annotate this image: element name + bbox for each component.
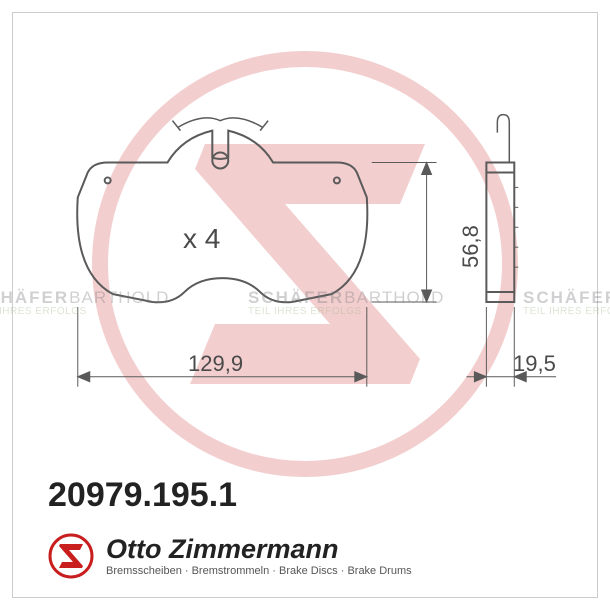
brand-tagline: Bremsscheiben · Bremstrommeln · Brake Di…	[106, 565, 412, 577]
brand-row: Otto Zimmermann Bremsscheiben · Bremstro…	[48, 533, 412, 579]
part-number: 20979.195.1	[48, 476, 237, 515]
dimension-thickness: 19,5	[513, 351, 556, 377]
image-frame: x 4 129,9 56,8 19,5 SCHÄFERBARTHOLD TEIL…	[12, 12, 598, 598]
distributor-watermark: SCHÄFERBARTHOLD TEIL IHRES ERFOLGS	[248, 288, 444, 317]
brand-logo-watermark	[90, 49, 520, 479]
distributor-watermark: SCHÄFERBARTHOLD TEIL IHRES ERFOLGS	[0, 288, 169, 317]
brand-name: Otto Zimmermann	[106, 536, 412, 563]
dimension-height: 56,8	[458, 225, 484, 268]
dimension-width: 129,9	[188, 351, 243, 377]
distributor-watermark: SCHÄFERBARTHOLD TEIL IHRES ERFOLGS	[523, 288, 610, 317]
brand-logo-icon	[48, 533, 94, 579]
quantity-label: x 4	[183, 223, 220, 255]
